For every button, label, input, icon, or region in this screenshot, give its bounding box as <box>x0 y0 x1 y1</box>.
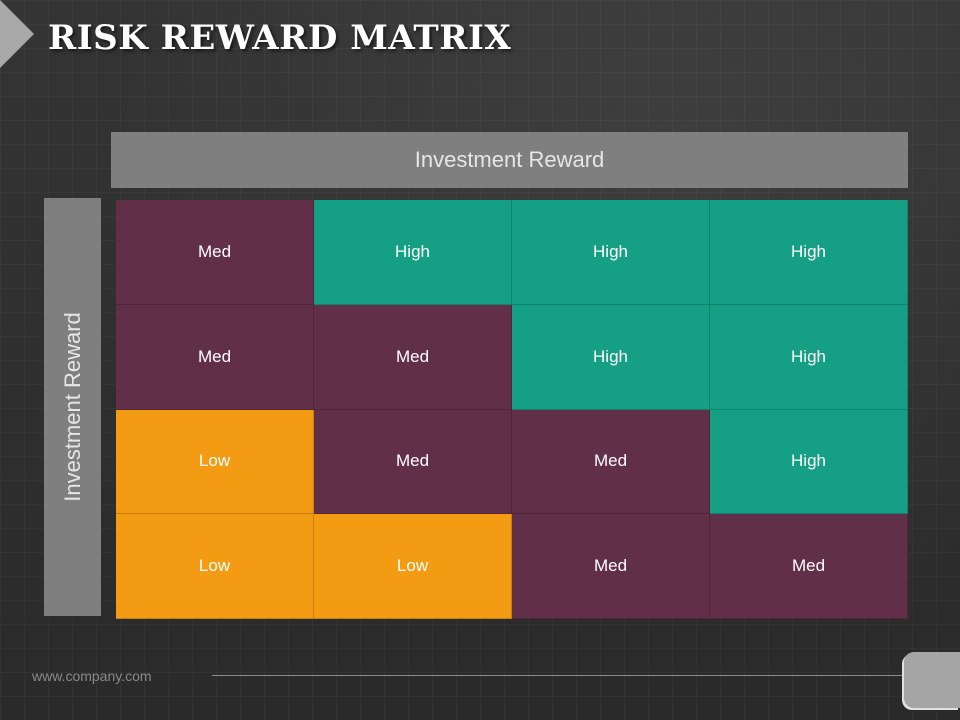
matrix-cell-r3-c3: Med <box>512 409 710 515</box>
matrix-cell-r1-c3: High <box>512 200 710 305</box>
top-axis-header: Investment Reward <box>111 132 908 188</box>
matrix-cell-r4-c2: Low <box>314 514 512 619</box>
top-axis-header-label: Investment Reward <box>414 147 605 172</box>
side-axis-header: Investment Reward <box>44 198 101 616</box>
matrix-cell-r1-c1: Med <box>116 200 314 305</box>
matrix-cell-r2-c4: High <box>710 304 908 410</box>
matrix-cell-r1-c2: High <box>314 200 512 305</box>
matrix-cell-r1-c4: High <box>710 200 908 305</box>
matrix-cell-r4-c4: Med <box>710 514 908 619</box>
footer-divider <box>212 675 904 676</box>
matrix-cell-r2-c3: High <box>512 304 710 410</box>
matrix-cell-r4-c3: Med <box>512 514 710 619</box>
matrix-cell-r3-c2: Med <box>314 409 512 515</box>
side-axis-header-label: Investment Reward <box>59 312 85 502</box>
risk-reward-matrix: Med High High High Med Med High High Low… <box>116 200 908 619</box>
footer-website-url: www.company.com <box>32 668 152 684</box>
matrix-cell-r2-c1: Med <box>116 304 314 410</box>
matrix-cell-r3-c1: Low <box>116 409 314 515</box>
slide-title: RISK REWARD MATRIX <box>48 18 512 58</box>
corner-box-decoration <box>904 652 960 708</box>
matrix-cell-r4-c1: Low <box>116 514 314 619</box>
corner-triangle-decoration <box>0 0 34 68</box>
matrix-cell-r2-c2: Med <box>314 304 512 410</box>
matrix-cell-r3-c4: High <box>710 409 908 515</box>
